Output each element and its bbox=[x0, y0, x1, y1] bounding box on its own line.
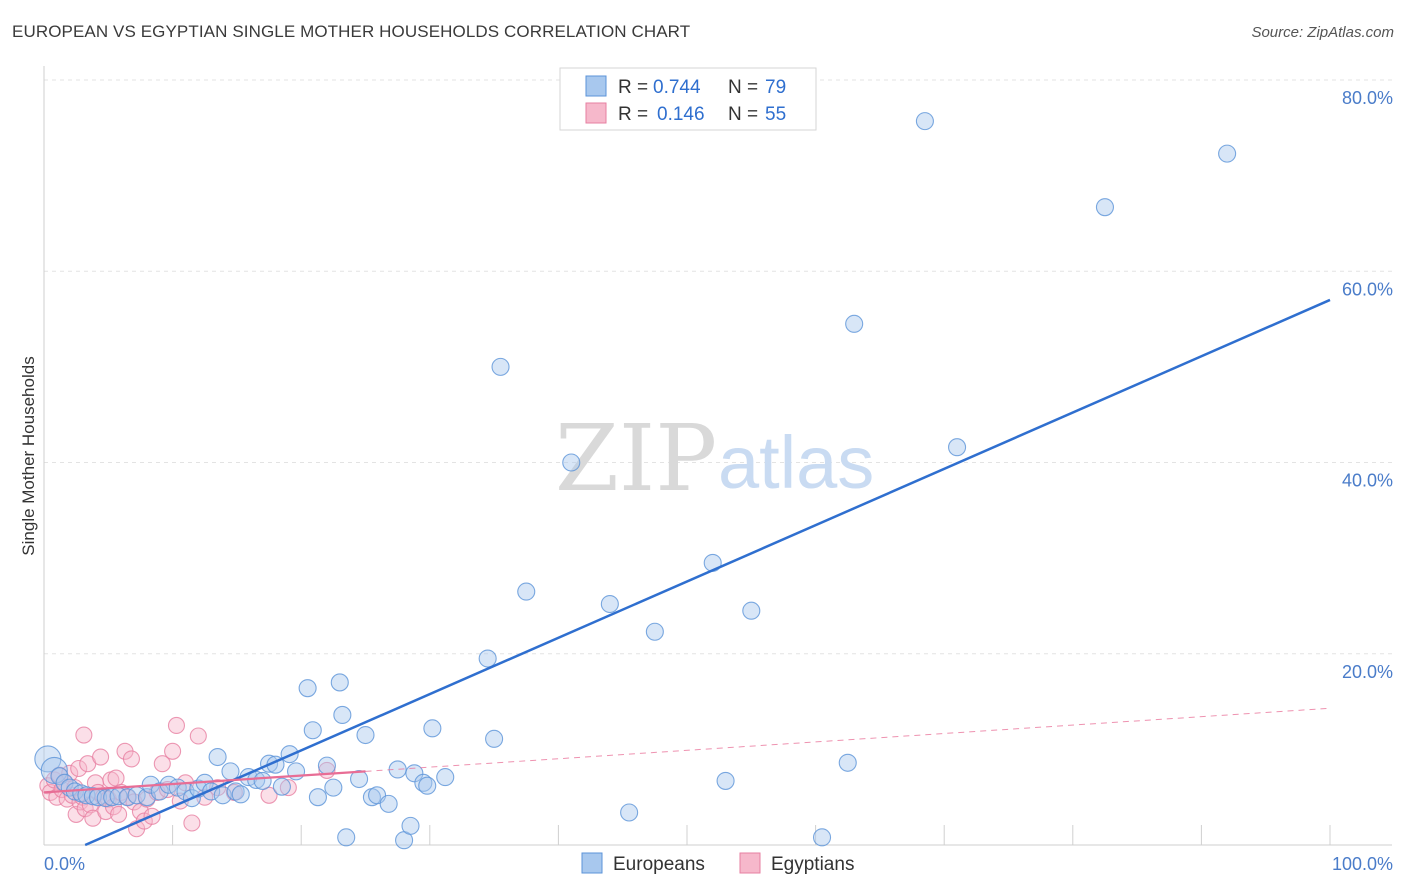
european-point[interactable] bbox=[478, 649, 497, 668]
legend-n-value-egyptians: 55 bbox=[765, 104, 786, 125]
series-legend-label-europeans[interactable]: Europeans bbox=[613, 854, 705, 875]
watermark-atlas: atlas bbox=[718, 421, 874, 504]
legend-r-value-europeans: 0.744 bbox=[653, 77, 701, 98]
egyptian-point[interactable] bbox=[183, 814, 201, 832]
european-point[interactable] bbox=[379, 794, 398, 813]
european-point[interactable] bbox=[350, 769, 369, 789]
european-point[interactable] bbox=[221, 762, 240, 781]
european-point[interactable] bbox=[272, 777, 291, 796]
y-tick-label-1: 40.0% bbox=[1342, 471, 1393, 491]
european-point[interactable] bbox=[324, 778, 343, 797]
legend-swatch-egyptians bbox=[585, 102, 607, 124]
stats-legend: R = 0.744 N = 79 R = 0.146 N = 55 bbox=[559, 67, 817, 131]
european-point[interactable] bbox=[405, 764, 424, 783]
gridlines bbox=[44, 79, 1392, 655]
european-point[interactable] bbox=[1095, 198, 1114, 217]
y-tick-label-3: 80.0% bbox=[1342, 88, 1393, 108]
trend-lines bbox=[43, 298, 1331, 847]
legend-r-label-egyptians: R = bbox=[618, 104, 648, 125]
european-point[interactable] bbox=[231, 785, 250, 804]
european-point[interactable] bbox=[401, 816, 420, 835]
european-point[interactable] bbox=[356, 725, 375, 745]
egyptian-point[interactable] bbox=[122, 750, 140, 768]
series-legend-swatch-egyptians[interactable] bbox=[739, 852, 761, 874]
egyptian-point[interactable] bbox=[164, 742, 182, 760]
european-point[interactable] bbox=[517, 582, 536, 601]
x-tick-label-max: 100.0% bbox=[1332, 854, 1393, 874]
european-point[interactable] bbox=[485, 729, 504, 748]
european-point[interactable] bbox=[491, 357, 510, 376]
european-point[interactable] bbox=[253, 771, 272, 790]
watermark-zip: ZIP bbox=[555, 405, 717, 512]
european-point[interactable] bbox=[118, 788, 137, 807]
legend-n-value-europeans: 79 bbox=[765, 77, 786, 98]
series-legend-swatch-europeans[interactable] bbox=[581, 852, 603, 874]
european-point[interactable] bbox=[418, 776, 437, 795]
european-point[interactable] bbox=[208, 747, 227, 767]
european-point[interactable] bbox=[298, 679, 317, 698]
y-axis-label: Single Mother Households bbox=[19, 356, 38, 555]
european-point[interactable] bbox=[948, 438, 967, 457]
legend-swatch-europeans bbox=[585, 75, 607, 97]
european-point[interactable] bbox=[150, 782, 169, 801]
european-point[interactable] bbox=[317, 756, 336, 775]
european-point[interactable] bbox=[716, 771, 735, 790]
y-tick-label-2: 60.0% bbox=[1342, 279, 1393, 299]
y-tick-label-0: 20.0% bbox=[1342, 662, 1393, 682]
european-point[interactable] bbox=[838, 753, 857, 772]
european-point[interactable] bbox=[333, 705, 352, 725]
european-point[interactable] bbox=[742, 601, 761, 620]
egyptian-trend-line-solid bbox=[43, 770, 366, 794]
egyptian-point[interactable] bbox=[167, 716, 186, 735]
egyptian-trend-line-dashed bbox=[365, 707, 1331, 772]
european-point[interactable] bbox=[845, 314, 864, 333]
european-point[interactable] bbox=[1218, 144, 1237, 163]
european-point[interactable] bbox=[423, 719, 442, 738]
egyptian-point[interactable] bbox=[39, 777, 57, 795]
legend-r-value-egyptians: 0.146 bbox=[657, 104, 705, 125]
european-point[interactable] bbox=[600, 594, 619, 614]
egyptian-point[interactable] bbox=[153, 755, 171, 773]
egyptian-point[interactable] bbox=[110, 805, 128, 823]
european-point[interactable] bbox=[330, 673, 349, 692]
european-point[interactable] bbox=[915, 112, 934, 131]
y-tick-labels: 20.0% 40.0% 60.0% 80.0% bbox=[1342, 88, 1393, 682]
egyptian-point[interactable] bbox=[75, 726, 93, 744]
x-tick-label-min: 0.0% bbox=[44, 854, 85, 874]
european-point[interactable] bbox=[337, 828, 356, 847]
egyptian-point[interactable] bbox=[107, 769, 125, 787]
european-point[interactable] bbox=[620, 803, 639, 822]
european-point[interactable] bbox=[562, 453, 581, 472]
legend-r-label-europeans: R = bbox=[618, 77, 648, 98]
source-label: Source: ZipAtlas.com bbox=[1251, 24, 1394, 41]
egyptian-point[interactable] bbox=[92, 748, 110, 766]
european-point[interactable] bbox=[308, 788, 327, 807]
series-legend: Europeans Egyptians bbox=[581, 852, 854, 875]
european-point[interactable] bbox=[812, 828, 832, 847]
chart-title: EUROPEAN VS EGYPTIAN SINGLE MOTHER HOUSE… bbox=[12, 22, 691, 41]
european-point[interactable] bbox=[645, 622, 664, 641]
legend-n-label-europeans: N = bbox=[728, 77, 758, 98]
egyptian-point[interactable] bbox=[189, 727, 207, 745]
legend-n-label-egyptians: N = bbox=[728, 104, 758, 125]
european-point[interactable] bbox=[226, 782, 245, 801]
x-tick-marks bbox=[43, 825, 1331, 845]
european-trend-line bbox=[84, 298, 1331, 847]
egyptian-points bbox=[39, 716, 336, 838]
european-point[interactable] bbox=[436, 768, 455, 787]
european-point[interactable] bbox=[77, 786, 96, 805]
european-point[interactable] bbox=[303, 721, 322, 740]
egyptian-point[interactable] bbox=[279, 779, 297, 797]
egyptian-point[interactable] bbox=[70, 759, 88, 778]
series-legend-label-egyptians[interactable]: Egyptians bbox=[771, 854, 854, 875]
